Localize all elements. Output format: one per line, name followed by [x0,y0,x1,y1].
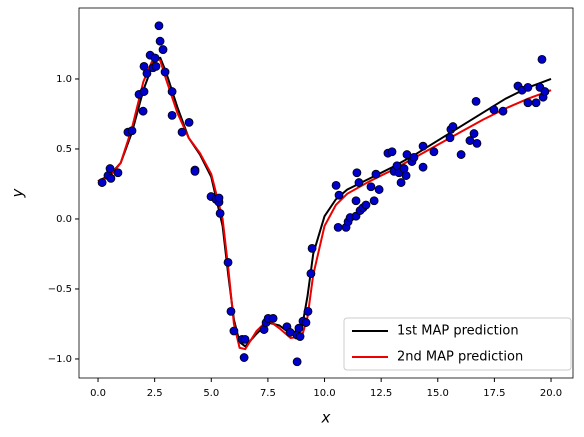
point [371,169,381,179]
y-tick-label: −0.5 [48,284,72,295]
x-tick-label: 20.0 [540,388,562,399]
point [352,168,362,178]
x-tick-label: 10.0 [313,388,335,399]
point [151,61,161,71]
plot-frame [78,7,574,379]
point [445,133,455,143]
point [469,129,479,138]
point [366,182,376,192]
x-tick-label: 0.0 [90,388,106,399]
point [113,168,123,178]
point [223,257,233,267]
point [97,178,107,187]
point [331,180,341,190]
point [229,326,239,336]
point [333,222,343,232]
point [361,200,371,210]
point [292,357,302,367]
point [354,178,364,187]
point [106,173,116,183]
point [240,334,250,344]
point [294,323,304,333]
point [177,127,187,137]
point [167,110,177,120]
point [471,96,481,106]
point [158,45,168,54]
x-tick-label: 12.5 [370,388,392,399]
point [226,306,236,316]
point [268,313,278,323]
point [540,87,550,96]
point [184,117,194,127]
y-tick-label: 1.0 [56,74,72,85]
point [498,106,508,116]
point [160,67,170,77]
y-tick-label: 0.5 [56,144,72,155]
point [334,190,344,200]
legend-label: 2nd MAP prediction [397,350,523,365]
y-tick-label: 0.0 [56,214,72,225]
y-axis-label: y [9,187,27,198]
point [303,306,313,316]
point [523,82,533,92]
point [387,147,397,157]
point [190,166,200,176]
x-tick-label: 2.5 [147,388,163,399]
point [214,193,224,203]
x-tick-label: 17.5 [483,388,505,399]
line [97,56,552,348]
point [448,122,458,131]
point [239,353,249,362]
point [369,196,379,206]
y-tick-label: −1.0 [48,354,72,365]
legend-label: 1st MAP prediction [397,324,519,339]
point [374,185,384,194]
point [138,106,148,116]
point [301,318,311,327]
point [215,208,225,218]
point [456,150,466,159]
point [154,21,164,31]
point [523,98,533,108]
point [127,126,137,136]
point [306,269,316,278]
legend-box [343,317,572,371]
point [401,171,411,180]
point [418,162,428,172]
point [409,152,419,162]
point [295,332,305,341]
point [489,105,499,115]
x-axis-label: x [321,409,331,427]
point [531,98,541,108]
point [167,87,177,96]
point [537,54,547,64]
point [472,138,482,148]
plot [97,21,552,367]
point [150,53,160,63]
point [142,68,152,78]
point [139,87,149,96]
point [105,164,115,173]
point [307,243,317,253]
point [396,178,406,187]
x-tick-label: 7.5 [260,388,276,399]
x-tick-label: 15.0 [427,388,449,399]
line [97,53,552,351]
point [155,36,165,46]
point [351,196,361,206]
point [429,147,439,157]
point [418,141,428,151]
x-tick-label: 5.0 [203,388,219,399]
